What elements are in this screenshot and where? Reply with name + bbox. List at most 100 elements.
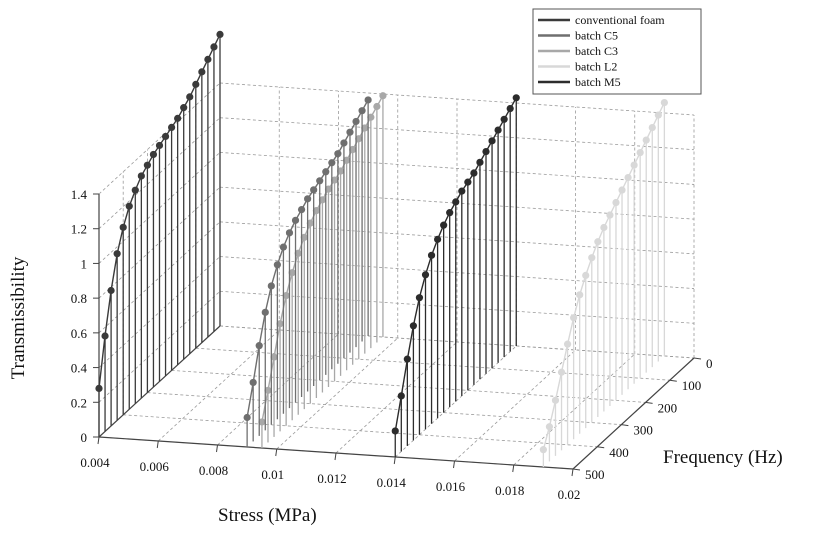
data-point [300,233,308,241]
data-point [279,243,288,251]
z-tick-label: 0.4 [71,361,88,376]
data-point [488,137,496,145]
data-point [346,128,354,136]
data-point [576,291,584,299]
x-tick-label: 0.016 [436,479,466,494]
series-batch-m5 [391,94,520,457]
data-point [594,238,602,246]
z-axis-title: Transmissibility [8,256,29,379]
data-point [624,173,632,182]
data-point [264,386,272,394]
x-axis-title: Stress (MPa) [218,505,317,526]
data-point [557,368,566,376]
y-axis-title: Frequency (Hz) [663,447,783,468]
legend-label: batch M5 [575,75,621,89]
data-point [119,223,127,231]
data-point [563,340,572,348]
back-wall-grid-line [219,325,695,359]
data-point [642,136,650,144]
data-point [285,229,294,237]
data-point [316,177,324,185]
data-point [243,413,251,422]
y-tick-label: 300 [633,423,653,438]
data-point [464,178,472,186]
back-wall-grid-line [219,290,695,324]
y-tick-mark [645,401,653,404]
data-point [216,30,224,38]
data-point [267,282,275,290]
data-point [512,94,520,102]
data-point [391,427,399,435]
data-point [470,169,478,177]
y-tick-label: 0 [706,356,713,371]
x-tick-mark [216,444,218,453]
data-point [291,216,300,224]
data-point [570,314,578,322]
data-point [440,221,448,229]
data-point [204,55,212,63]
x-tick-mark [97,436,100,445]
y-tick-mark [621,424,629,427]
data-point [494,126,502,134]
data-point [364,96,372,104]
data-point [539,446,547,454]
data-point [180,104,188,112]
data-point [131,186,139,194]
data-point [125,202,133,210]
z-tick-label: 1 [81,256,88,271]
x-tick-label: 0.014 [377,475,407,490]
data-point [654,111,662,119]
x-tick-label: 0.004 [80,455,110,470]
data-point [192,80,200,88]
data-point [334,150,342,158]
data-point [261,308,269,316]
data-point [137,172,145,180]
floor-grid-line [171,370,646,403]
data-point [660,98,668,107]
y-tick-mark [597,446,605,449]
data-point [358,107,366,115]
data-point [582,271,590,280]
data-point [458,187,466,195]
data-point [155,141,164,150]
grid-layer [98,82,695,470]
y-axis-line [572,357,695,470]
data-point [630,161,638,169]
data-point [415,294,424,302]
x-tick-label: 0.02 [558,487,581,502]
data-point [352,117,360,126]
series-conventional-foam [95,30,224,437]
data-point [355,135,363,143]
data-point [397,392,405,400]
z-tick-label: 0.2 [71,395,87,410]
data-point [101,332,109,340]
data-point [343,156,351,164]
data-point [328,159,336,167]
data-point [297,205,306,214]
back-wall-grid-line [219,82,695,116]
data-point [648,123,656,132]
data-point [606,211,614,219]
y-tick-label: 100 [682,378,702,393]
series-layer [95,30,668,467]
data-point [318,196,327,204]
data-point [168,123,176,131]
data-point [349,145,357,154]
data-point [186,93,194,101]
data-point [161,132,170,141]
data-point [588,254,596,262]
x-tick-label: 0.012 [317,471,346,486]
y-tick-mark [572,468,581,471]
data-point [427,251,436,259]
y-tick-label: 200 [658,400,678,415]
floor-grid-line [147,392,622,425]
legend-label: batch C5 [575,29,618,43]
data-point [294,249,302,257]
data-point [306,219,314,227]
data-point [506,104,514,113]
data-point [373,102,381,111]
z-tick-label: 0.8 [71,291,87,306]
data-point [409,322,417,330]
series-batch-l2 [539,98,668,467]
